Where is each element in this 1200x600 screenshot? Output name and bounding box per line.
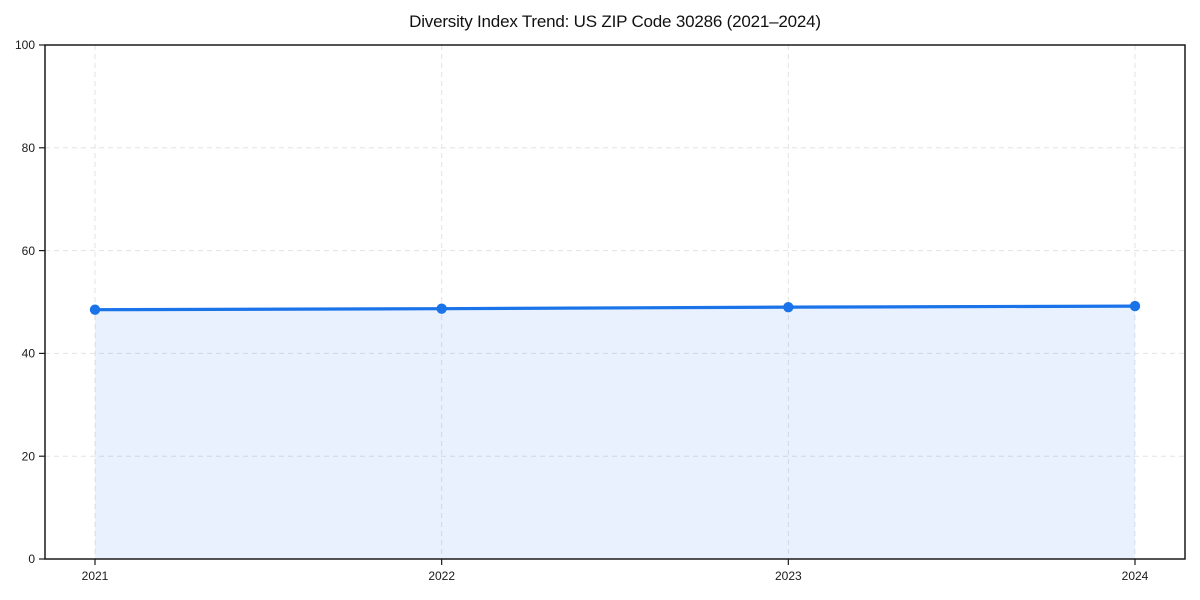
data-point-2021: [89, 304, 101, 315]
y-tick-label: 60: [22, 244, 36, 258]
chart-title: Diversity Index Trend: US ZIP Code 30286…: [409, 12, 821, 31]
x-tick-label: 2022: [428, 569, 455, 583]
y-tick-label: 100: [15, 38, 35, 52]
y-tick-label: 20: [22, 449, 36, 463]
data-point-2024: [1129, 300, 1141, 312]
x-tick-label: 2021: [82, 569, 109, 583]
data-point-2023: [783, 301, 794, 313]
y-tick-label: 0: [28, 552, 35, 566]
x-tick-label: 2024: [1122, 569, 1149, 583]
area-fill: [95, 306, 1135, 559]
plot-border: [44, 44, 1186, 560]
y-tick-label: 40: [22, 347, 36, 361]
data-point-2022: [436, 303, 447, 314]
trend-line: [93, 304, 1137, 312]
x-tick-label: 2023: [775, 569, 802, 583]
y-tick-label: 80: [22, 141, 36, 155]
